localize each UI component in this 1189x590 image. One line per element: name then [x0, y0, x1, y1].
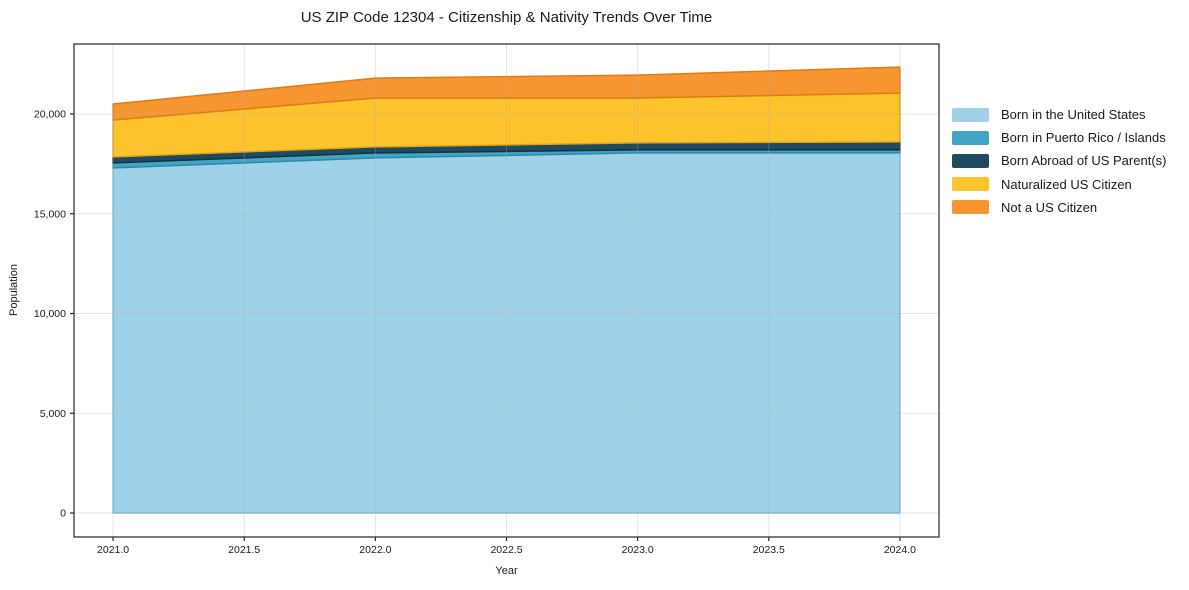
legend-swatch — [952, 200, 989, 215]
legend-swatch — [952, 177, 989, 192]
x-tick-label: 2021.5 — [228, 544, 260, 556]
x-tick-label: 2023.0 — [622, 544, 654, 556]
legend-item: Not a US Citizen — [952, 196, 1166, 219]
legend-label: Born in Puerto Rico / Islands — [1001, 130, 1166, 146]
x-tick-label: 2021.0 — [97, 544, 129, 556]
legend-label: Not a US Citizen — [1001, 199, 1098, 215]
y-axis-label: Population — [8, 264, 20, 316]
y-tick-label: 10,000 — [34, 308, 66, 320]
x-tick-label: 2022.5 — [490, 544, 522, 556]
legend-item: Born in the United States — [952, 103, 1166, 126]
legend-swatch — [952, 130, 989, 145]
legend-item: Born in Puerto Rico / Islands — [952, 126, 1166, 149]
legend-item: Born Abroad of US Parent(s) — [952, 149, 1166, 172]
x-axis-label: Year — [495, 565, 518, 577]
x-tick-label: 2022.0 — [359, 544, 391, 556]
y-tick-label: 5,000 — [40, 408, 66, 420]
legend-label: Born in the United States — [1001, 107, 1146, 123]
x-tick-label: 2023.5 — [753, 544, 785, 556]
y-tick-label: 0 — [60, 508, 66, 520]
legend-label: Naturalized US Citizen — [1001, 176, 1132, 192]
chart-title: US ZIP Code 12304 - Citizenship & Nativi… — [300, 9, 713, 26]
y-tick-label: 20,000 — [34, 109, 66, 121]
legend-swatch — [952, 153, 989, 168]
area-layer-5 — [112, 66, 901, 121]
legend-label: Born Abroad of US Parent(s) — [1001, 153, 1167, 169]
y-tick-label: 15,000 — [34, 208, 66, 220]
legend-item: Naturalized US Citizen — [952, 173, 1166, 196]
legend: Born in the United States Born in Puerto … — [952, 103, 1166, 219]
legend-swatch — [952, 107, 989, 122]
x-tick-label: 2024.0 — [884, 544, 916, 556]
